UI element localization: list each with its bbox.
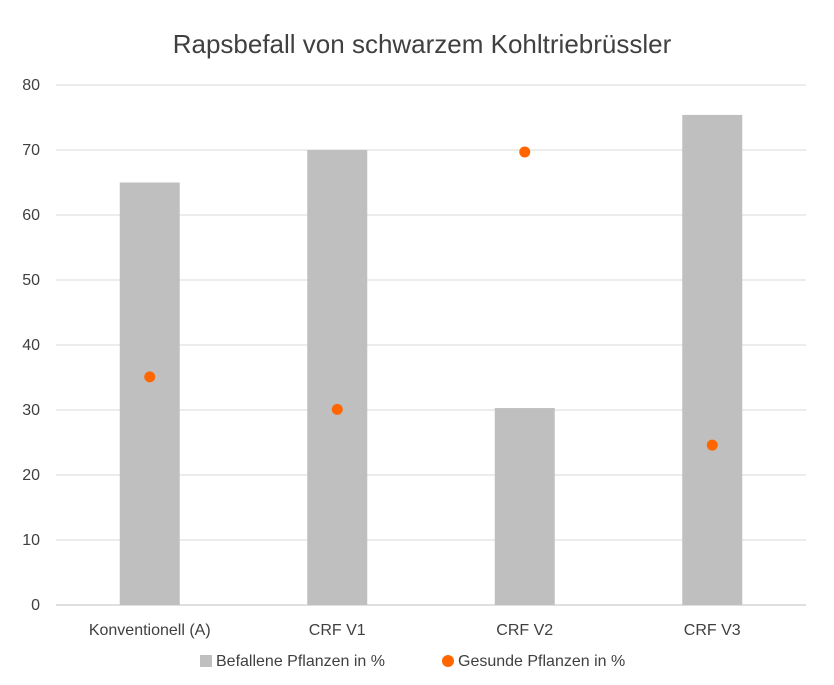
scatter-point [144, 371, 156, 383]
grid [56, 84, 806, 606]
x-tick-label: CRF V2 [496, 622, 553, 639]
x-tick-label: CRF V3 [684, 622, 741, 639]
legend-swatch-bar [200, 655, 212, 667]
x-axis: Konventionell (A) CRF V1 CRF V2 CRF V3 [89, 622, 741, 639]
y-tick-label: 70 [22, 142, 40, 159]
y-tick-label: 80 [22, 77, 40, 94]
legend-label: Befallene Pflanzen in % [216, 653, 385, 670]
scatter-point [519, 146, 531, 158]
bar [307, 150, 368, 605]
bar-series [119, 114, 743, 606]
x-tick-label: Konventionell (A) [89, 622, 211, 639]
legend-label: Gesunde Pflanzen in % [458, 653, 625, 670]
scatter-series [144, 146, 718, 451]
scatter-point [706, 439, 718, 451]
y-tick-label: 30 [22, 402, 40, 419]
legend: Befallene Pflanzen in % Gesunde Pflanzen … [200, 653, 625, 670]
y-tick-label: 50 [22, 272, 40, 289]
y-tick-label: 60 [22, 207, 40, 224]
y-tick-label: 10 [22, 532, 40, 549]
y-tick-label: 20 [22, 467, 40, 484]
bar [494, 408, 555, 605]
x-tick-label: CRF V1 [309, 622, 366, 639]
bar [682, 114, 743, 606]
bar [119, 182, 180, 605]
y-axis: 0 10 20 30 40 50 60 70 80 [22, 77, 40, 614]
scatter-point [331, 403, 343, 415]
chart-title: Rapsbefall von schwarzem Kohltriebrüssle… [173, 29, 672, 59]
y-tick-label: 40 [22, 337, 40, 354]
y-tick-label: 0 [31, 597, 40, 614]
legend-swatch-dot [442, 655, 454, 667]
